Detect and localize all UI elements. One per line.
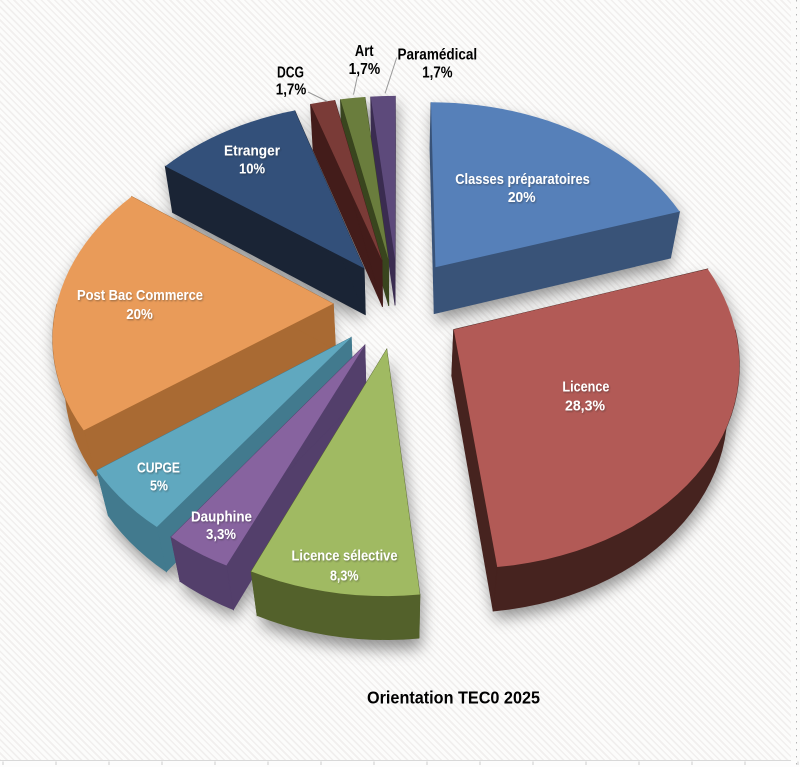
svg-text:Etranger: Etranger [224,142,280,159]
svg-text:Licence: Licence [562,379,609,396]
svg-text:Art: Art [355,43,374,60]
svg-text:3,3%: 3,3% [206,526,236,543]
svg-text:CUPGE: CUPGE [137,460,180,477]
svg-text:Paramédical: Paramédical [398,47,478,64]
svg-text:1,7%: 1,7% [276,82,307,99]
svg-text:10%: 10% [239,161,265,178]
svg-text:28,3%: 28,3% [565,398,605,415]
svg-text:Classes préparatoires: Classes préparatoires [455,171,590,188]
svg-text:DCG: DCG [277,64,304,81]
svg-text:Dauphine: Dauphine [191,509,252,526]
svg-text:8,3%: 8,3% [330,568,359,585]
svg-text:Orientation TEC0 2025: Orientation TEC0 2025 [367,687,540,707]
svg-text:20%: 20% [508,189,536,206]
svg-text:1,7%: 1,7% [349,61,381,78]
svg-text:Post Bac Commerce: Post Bac Commerce [77,287,203,304]
svg-text:1,7%: 1,7% [422,64,452,81]
svg-text:5%: 5% [150,478,168,495]
svg-text:Licence sélective: Licence sélective [292,548,398,565]
svg-text:20%: 20% [126,306,153,323]
